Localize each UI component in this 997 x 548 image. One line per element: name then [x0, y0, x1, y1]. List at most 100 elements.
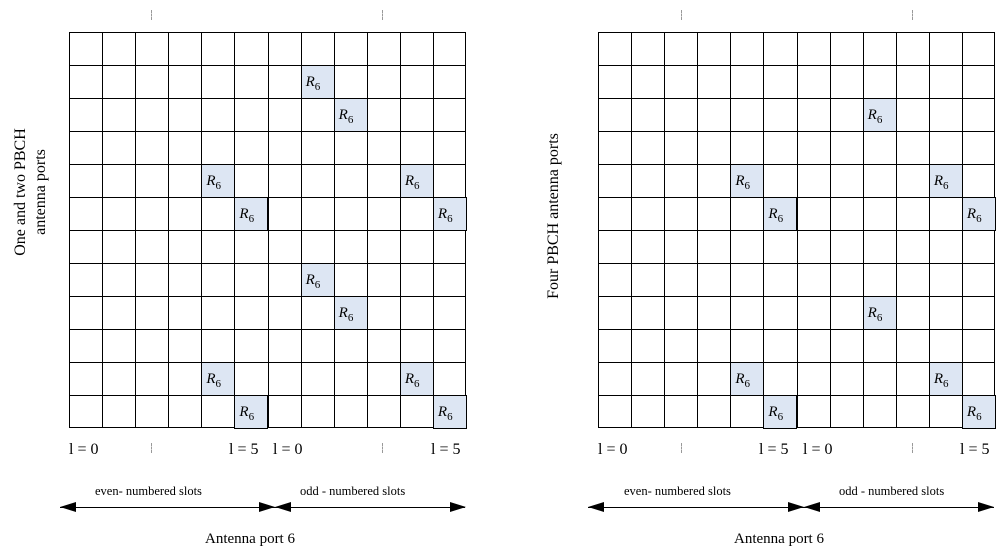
reference-signal-cell: R6 [234, 197, 269, 231]
reference-signal-cell: R6 [928, 362, 963, 396]
y-axis-title-left: One and two PBCH antenna ports [12, 128, 49, 256]
grid-col-line [928, 33, 930, 427]
panel-left: One and two PBCH antenna ports R6 R6 R6 R6 R… [0, 0, 497, 548]
reference-signal-label: R6 [206, 173, 221, 192]
odd-slots-arrow [275, 507, 465, 508]
grid-col-line [829, 33, 831, 427]
reference-signal-cell: R6 [399, 164, 434, 198]
reference-signal-label: R6 [735, 173, 750, 192]
reference-signal-label: R6 [867, 107, 883, 126]
reference-signal-cell: R6 [763, 395, 798, 429]
reference-signal-label: R6 [437, 404, 453, 423]
top-tick [681, 10, 683, 20]
reference-signal-cell: R6 [730, 362, 765, 396]
reference-signal-label: R6 [437, 206, 453, 225]
grid-col-line [895, 33, 897, 427]
reference-signal-cell: R6 [730, 164, 765, 198]
grid-col-line [697, 33, 699, 427]
l-label-odd-start: l = 0 [273, 441, 303, 458]
even-slots-arrow [60, 507, 275, 508]
grid-col-line [730, 33, 732, 427]
reference-signal-label: R6 [768, 404, 784, 423]
reference-signal-cell: R6 [399, 362, 434, 396]
l-label-even-start: l = 0 [598, 441, 628, 458]
reference-signal-label: R6 [239, 206, 255, 225]
mid-tick [912, 443, 914, 453]
reference-signal-cell: R6 [862, 296, 897, 330]
l-label-odd-start: l = 0 [803, 441, 833, 458]
l-label-even-end: l = 5 [759, 441, 789, 458]
grid-col-line [862, 33, 864, 427]
mid-tick [151, 443, 153, 453]
arrow-head-right [259, 502, 275, 512]
reference-signal-cell: R6 [201, 362, 236, 396]
caption-antenna-port: Antenna port 6 [734, 531, 824, 547]
l-label-odd-end: l = 5 [960, 441, 990, 458]
reference-signal-label: R6 [206, 371, 221, 390]
reference-signal-label: R6 [239, 404, 255, 423]
reference-signal-cell: R6 [333, 98, 368, 132]
reference-signal-label: R6 [966, 206, 982, 225]
grid-col-line [201, 33, 203, 427]
grid-col-line [333, 33, 335, 427]
reference-signal-label: R6 [305, 272, 321, 291]
grid-col-line [135, 33, 137, 427]
reference-signal-cell: R6 [333, 296, 368, 330]
reference-signal-label: R6 [966, 404, 982, 423]
caption-antenna-port: Antenna port 6 [205, 531, 295, 547]
grid-col-line [366, 33, 368, 427]
arrow-head-left [275, 502, 291, 512]
reference-signal-label: R6 [867, 305, 883, 324]
odd-slots-label: odd - numbered slots [300, 484, 406, 498]
reference-signal-cell: R6 [300, 65, 335, 99]
reference-signal-cell: R6 [300, 263, 335, 297]
top-tick [151, 10, 153, 20]
even-slots-label: even- numbered slots [95, 484, 202, 498]
reference-signal-cell: R6 [961, 395, 996, 429]
reference-signal-cell: R6 [234, 395, 269, 429]
arrow-head-right [788, 502, 804, 512]
reference-signal-label: R6 [305, 74, 321, 93]
arrow-head-left [60, 502, 76, 512]
panel-right: Four PBCH antenna ports R6 R6 R6 R6 R6 R6 R6 R6… [530, 0, 997, 548]
resource-grid-right: R6 R6 R6 R6 R6 R6 R6 R6 R6 R6 [598, 32, 996, 429]
reference-signal-label: R6 [404, 371, 420, 390]
mid-tick [681, 443, 683, 453]
odd-slots-label: odd - numbered slots [839, 484, 945, 498]
top-tick [382, 10, 384, 20]
reference-signal-label: R6 [338, 305, 354, 324]
even-slots-arrow [588, 507, 804, 508]
arrow-head-right [450, 502, 466, 512]
reference-signal-cell: R6 [432, 197, 467, 231]
reference-signal-label: R6 [735, 371, 750, 390]
reference-signal-cell: R6 [862, 98, 897, 132]
l-label-odd-end: l = 5 [431, 441, 461, 458]
arrow-head-left [804, 502, 820, 512]
resource-grid-left: R6 R6 R6 R6 R6 R6 R6 R6 R6 R6 R6 R6 [69, 32, 467, 429]
odd-slots-arrow [804, 507, 994, 508]
reference-signal-label: R6 [768, 206, 784, 225]
reference-signal-label: R6 [933, 173, 949, 192]
even-slots-label: even- numbered slots [624, 484, 731, 498]
reference-signal-label: R6 [933, 371, 949, 390]
reference-signal-cell: R6 [961, 197, 996, 231]
arrow-head-right [978, 502, 994, 512]
l-label-even-start: l = 0 [69, 441, 99, 458]
reference-signal-label: R6 [338, 107, 354, 126]
grid-col-line [399, 33, 401, 427]
arrow-head-left [588, 502, 604, 512]
grid-col-line [300, 33, 302, 427]
reference-signal-cell: R6 [763, 197, 798, 231]
mid-tick [382, 443, 384, 453]
l-label-even-end: l = 5 [229, 441, 259, 458]
grid-col-line [102, 33, 104, 427]
grid-col-line [168, 33, 170, 427]
grid-col-line [631, 33, 633, 427]
reference-signal-cell: R6 [928, 164, 963, 198]
y-axis-title-right: Four PBCH antenna ports [545, 133, 562, 299]
reference-signal-label: R6 [404, 173, 420, 192]
reference-signal-cell: R6 [201, 164, 236, 198]
grid-col-line [664, 33, 666, 427]
top-tick [912, 10, 914, 20]
reference-signal-cell: R6 [432, 395, 467, 429]
